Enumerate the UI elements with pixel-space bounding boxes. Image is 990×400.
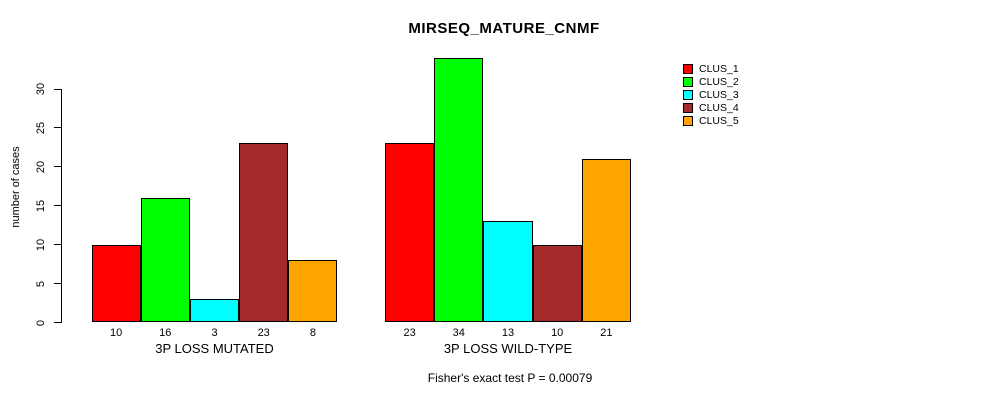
y-tick: [54, 127, 61, 129]
bar-value-label: 34: [452, 327, 465, 339]
bar-clus_4-1: [239, 143, 289, 323]
legend-swatch-icon: [683, 76, 693, 87]
y-tick-label: 20: [35, 160, 47, 173]
legend-item-clus_4: CLUS_4: [683, 101, 739, 114]
y-axis-label: number of cases: [10, 146, 22, 228]
bar-value-label: 23: [257, 327, 270, 339]
y-tick-label: 0: [35, 319, 47, 326]
y-tick-label: 5: [35, 280, 47, 287]
bar-clus_2-1: [140, 197, 190, 323]
y-tick: [54, 244, 61, 246]
bar-clus_3-1: [189, 299, 240, 323]
legend: CLUS_1 CLUS_2 CLUS_3 CLUS_4 CLUS_5: [683, 62, 739, 127]
bar-value-label: 21: [600, 327, 613, 339]
y-tick-label: 10: [35, 238, 47, 251]
legend-label: CLUS_5: [699, 114, 739, 127]
bar-clus_1-1: [91, 244, 141, 323]
bar-clus_4-2: [532, 244, 582, 323]
bar-clus_1-2: [385, 143, 435, 323]
legend-item-clus_5: CLUS_5: [683, 114, 739, 127]
bar-clus_5-1: [288, 260, 338, 323]
legend-label: CLUS_1: [699, 62, 739, 75]
y-tick: [54, 166, 61, 168]
bar-value-label: 8: [309, 327, 316, 339]
legend-swatch-icon: [683, 63, 693, 74]
bar-value-label: 23: [403, 327, 416, 339]
y-tick-label: 15: [35, 199, 47, 212]
y-axis-line: [61, 89, 62, 323]
fisher-test-annotation: Fisher's exact test P = 0.00079: [427, 371, 593, 385]
legend-label: CLUS_2: [699, 75, 739, 88]
y-tick: [54, 205, 61, 207]
y-tick: [54, 322, 61, 323]
y-tick: [54, 283, 61, 285]
legend-swatch-icon: [683, 102, 693, 113]
bar-value-label: 3: [211, 327, 218, 339]
legend-item-clus_1: CLUS_1: [683, 62, 739, 75]
chart-title: MIRSEQ_MATURE_CNMF: [408, 20, 600, 37]
x-category-label: 3P LOSS MUTATED: [155, 341, 274, 356]
bar-value-label: 10: [109, 327, 123, 339]
y-tick-label: 25: [35, 121, 47, 135]
bar-value-label: 13: [501, 327, 515, 339]
x-category-label: 3P LOSS WILD-TYPE: [443, 341, 573, 356]
legend-swatch-icon: [683, 115, 693, 126]
y-tick-label: 30: [35, 82, 47, 96]
y-tick: [54, 88, 61, 90]
bar-clus_5-2: [581, 159, 631, 323]
legend-swatch-icon: [683, 89, 693, 100]
legend-label: CLUS_3: [699, 88, 739, 101]
legend-label: CLUS_4: [699, 101, 739, 114]
bar-value-label: 16: [159, 327, 172, 339]
legend-item-clus_2: CLUS_2: [683, 75, 739, 88]
bar-value-label: 10: [551, 327, 564, 339]
bar-clus_2-2: [434, 57, 484, 323]
legend-item-clus_3: CLUS_3: [683, 88, 739, 101]
bar-clus_3-2: [483, 221, 533, 323]
